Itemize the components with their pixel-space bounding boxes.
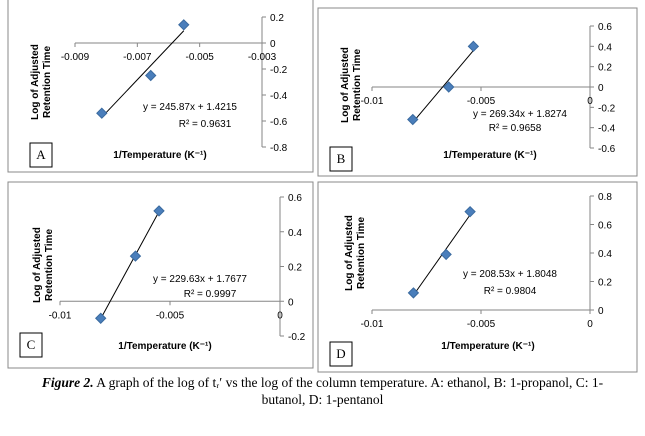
y-tick-label: -0.6 xyxy=(270,117,288,128)
panel-border xyxy=(7,181,314,369)
y-axis-title: Retention Time xyxy=(44,229,55,301)
y-tick-label: -0.4 xyxy=(598,124,616,135)
marker xyxy=(407,287,420,299)
y-tick-label: 0.2 xyxy=(288,263,302,274)
y-tick-label: 0.4 xyxy=(598,249,612,260)
marker xyxy=(464,205,476,218)
x-tick-label: -0.003 xyxy=(248,52,277,63)
panel-border xyxy=(317,7,638,177)
x-tick-label: -0.005 xyxy=(156,310,185,321)
y-tick-label: 0 xyxy=(288,297,294,308)
y-tick-label: -0.8 xyxy=(270,143,288,154)
panel-label: D xyxy=(336,346,345,361)
panel-border xyxy=(317,181,638,373)
y-axis-title: Log of Adjusted xyxy=(344,215,355,291)
trendline xyxy=(101,30,185,118)
panel-label: A xyxy=(36,147,46,162)
panel-label: C xyxy=(27,337,36,352)
r-squared: R² = 0.9997 xyxy=(184,289,237,300)
trend-equation: y = 229.63x + 1.7677 xyxy=(153,274,247,285)
trend-equation: y = 208.53x + 1.8048 xyxy=(463,269,557,280)
x-tick-label: -0.005 xyxy=(467,319,496,330)
y-tick-label: 0.6 xyxy=(598,221,612,232)
y-tick-label: 0.2 xyxy=(598,63,612,74)
y-tick-label: 0 xyxy=(598,83,604,94)
caption-text: A graph of the log of tᵣ′ vs the log of … xyxy=(96,375,604,407)
y-tick-label: -0.2 xyxy=(598,103,616,114)
caption-box: Figure 2. A graph of the log of tᵣ′ vs t… xyxy=(41,375,604,407)
trend-equation: y = 269.34x + 1.8274 xyxy=(473,109,567,120)
r-squared: R² = 0.9658 xyxy=(489,123,542,134)
marker xyxy=(440,248,452,261)
marker xyxy=(145,69,157,82)
y-tick-label: 0.2 xyxy=(270,13,284,24)
y-axis-title: Retention Time xyxy=(356,217,367,289)
panel-label-box xyxy=(329,146,353,172)
r-squared: R² = 0.9631 xyxy=(179,119,232,130)
panel-label-box xyxy=(29,142,53,168)
caption-label: Figure 2. xyxy=(41,375,94,390)
x-tick-label: 0 xyxy=(587,319,593,330)
y-tick-label: 0.6 xyxy=(288,193,302,204)
y-tick-label: 0.4 xyxy=(598,42,612,53)
trendline xyxy=(100,211,160,320)
marker xyxy=(443,81,455,93)
y-tick-label: -0.4 xyxy=(270,91,288,102)
r-squared: R² = 0.9804 xyxy=(484,286,537,297)
x-tick-label: -0.01 xyxy=(361,96,384,107)
x-axis-title: 1/Temperature (K⁻¹) xyxy=(113,150,206,161)
marker xyxy=(153,205,165,217)
y-tick-label: -0.6 xyxy=(598,144,616,155)
y-tick-label: 0.4 xyxy=(288,228,302,239)
marker xyxy=(467,40,480,53)
panel-label-box xyxy=(19,332,43,358)
y-axis-title: Log of Adjusted xyxy=(32,227,43,303)
y-tick-label: 0 xyxy=(598,306,604,317)
marker xyxy=(407,113,419,126)
trendline xyxy=(412,50,474,123)
y-axis-title: Retention Time xyxy=(42,46,53,118)
marker xyxy=(178,19,190,31)
x-tick-label: -0.01 xyxy=(49,310,72,321)
marker xyxy=(96,107,108,119)
trend-equation: y = 245.87x + 1.4215 xyxy=(143,102,237,113)
marker xyxy=(94,312,107,324)
x-tick-label: -0.01 xyxy=(361,319,384,330)
x-axis-title: 1/Temperature (K⁻¹) xyxy=(441,341,534,352)
x-axis-title: 1/Temperature (K⁻¹) xyxy=(443,150,536,161)
y-tick-label: 0 xyxy=(270,39,276,50)
panel-border xyxy=(7,0,314,173)
marker xyxy=(129,250,142,262)
y-tick-label: 0.8 xyxy=(598,192,612,203)
y-tick-label: 0.2 xyxy=(598,278,612,289)
panel-label-box xyxy=(329,341,353,367)
x-tick-label: -0.005 xyxy=(185,52,214,63)
x-tick-label: 0 xyxy=(587,96,593,107)
x-tick-label: -0.007 xyxy=(123,52,152,63)
y-axis-title: Log of Adjusted xyxy=(340,47,351,123)
y-tick-label: -0.2 xyxy=(270,65,288,76)
x-tick-label: 0 xyxy=(277,310,283,321)
x-tick-label: -0.009 xyxy=(61,52,90,63)
panel-label: B xyxy=(337,151,346,166)
x-tick-label: -0.005 xyxy=(467,96,496,107)
y-tick-label: -0.2 xyxy=(288,332,306,343)
x-axis-title: 1/Temperature (K⁻¹) xyxy=(118,341,211,352)
y-tick-label: 0.6 xyxy=(598,22,612,33)
y-axis-title: Retention Time xyxy=(352,49,363,121)
y-axis-title: Log of Adjusted xyxy=(30,44,41,120)
